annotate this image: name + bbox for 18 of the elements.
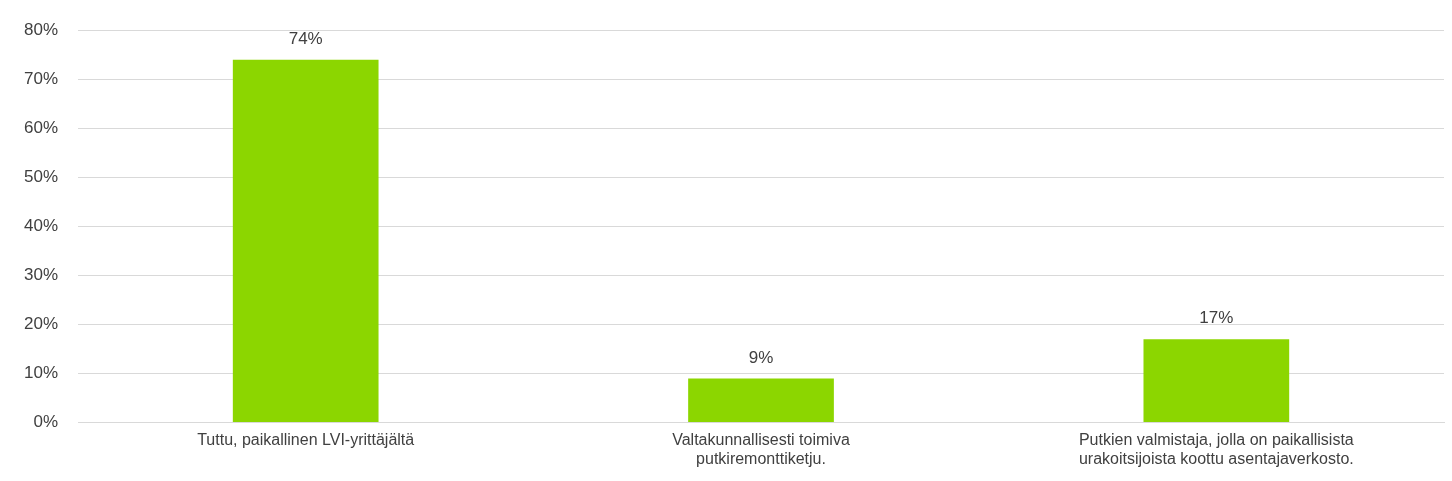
y-tick-label: 80% <box>23 19 59 39</box>
data-label: 74% <box>288 28 323 48</box>
x-tick-label: Tuttu, paikallinen LVI-yrittäjältä <box>197 430 415 448</box>
y-tick-label: 70% <box>23 68 59 88</box>
x-tick-label: Putkien valmistaja, jolla on paikallisista urakoitsijoista koottu asentajaverkosto. <box>1078 430 1354 467</box>
x-tick-label: Valtakunnallisesti toimiva putkiremonttiketju. <box>672 430 850 467</box>
bar <box>688 378 834 423</box>
y-tick-label: 20% <box>23 314 59 334</box>
y-tick-label: 0% <box>33 412 59 432</box>
data-label: 9% <box>748 347 774 367</box>
y-tick-label: 40% <box>23 216 59 236</box>
y-tick-label: 60% <box>23 117 59 137</box>
y-tick-label: 30% <box>23 265 59 285</box>
bar <box>232 59 379 423</box>
y-tick-label: 50% <box>23 167 59 187</box>
data-label: 17% <box>1199 308 1234 328</box>
bar <box>1143 339 1290 423</box>
y-tick-label: 10% <box>23 363 59 383</box>
